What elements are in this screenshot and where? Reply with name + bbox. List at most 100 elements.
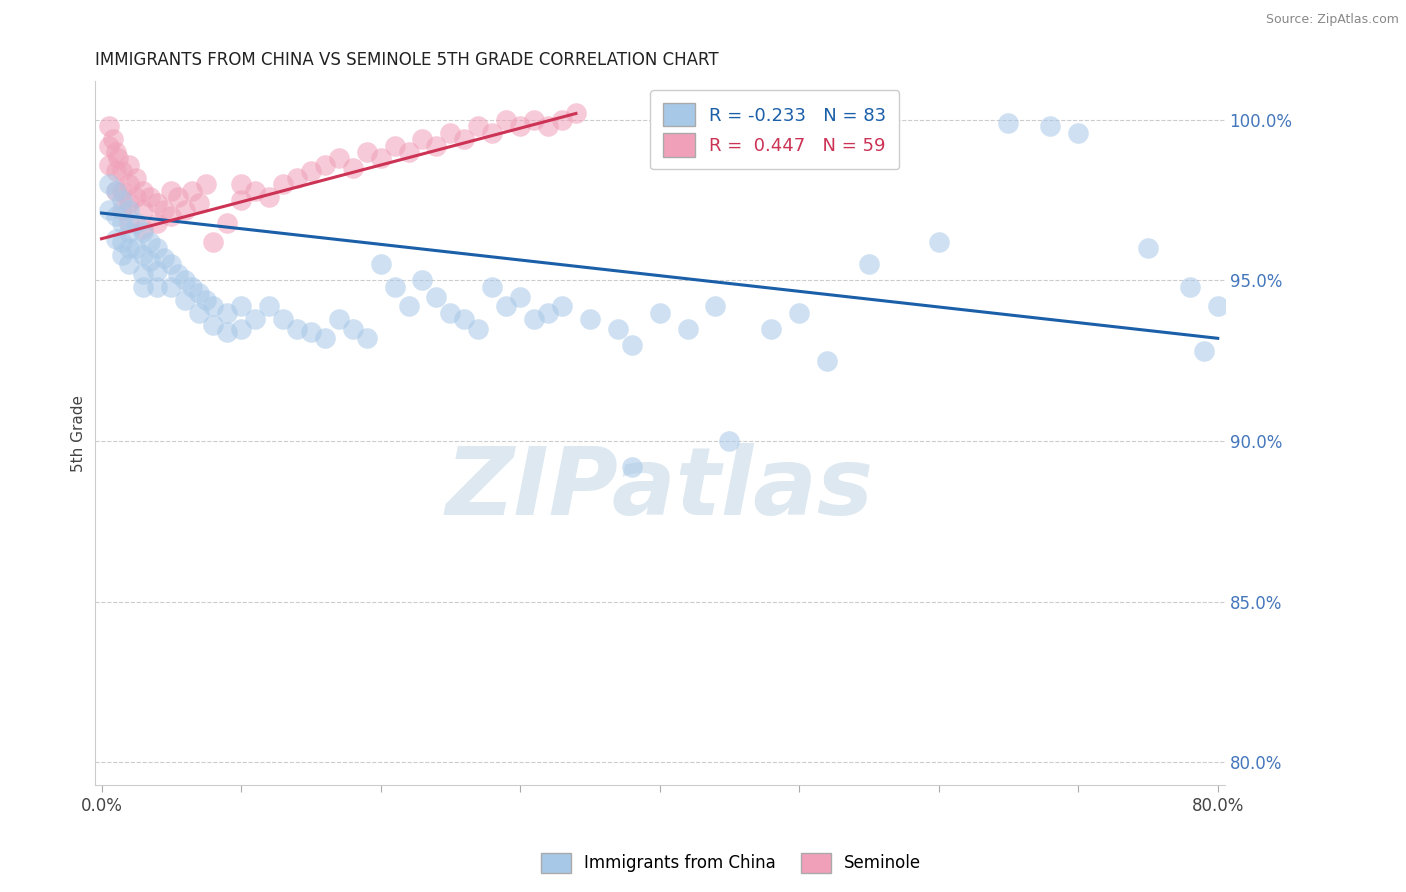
Text: ZIPatlas: ZIPatlas bbox=[446, 443, 873, 535]
Legend: Immigrants from China, Seminole: Immigrants from China, Seminole bbox=[534, 847, 928, 880]
Point bbox=[285, 170, 308, 185]
Point bbox=[481, 280, 503, 294]
Point bbox=[160, 280, 183, 294]
Point bbox=[1178, 280, 1201, 294]
Point bbox=[160, 184, 183, 198]
Point bbox=[132, 280, 155, 294]
Point bbox=[676, 321, 699, 335]
Point bbox=[104, 209, 127, 223]
Point bbox=[125, 216, 148, 230]
Point bbox=[125, 170, 148, 185]
Point bbox=[146, 264, 169, 278]
Point bbox=[328, 312, 350, 326]
Point bbox=[815, 353, 838, 368]
Point bbox=[97, 177, 120, 191]
Point bbox=[606, 321, 628, 335]
Legend: R = -0.233   N = 83, R =  0.447   N = 59: R = -0.233 N = 83, R = 0.447 N = 59 bbox=[650, 90, 900, 169]
Point bbox=[132, 184, 155, 198]
Point bbox=[217, 305, 239, 319]
Point bbox=[761, 321, 783, 335]
Point bbox=[188, 196, 211, 211]
Point bbox=[160, 257, 183, 271]
Point bbox=[202, 318, 225, 333]
Point bbox=[118, 202, 141, 217]
Point bbox=[107, 152, 129, 166]
Point bbox=[118, 257, 141, 271]
Point bbox=[411, 132, 433, 146]
Point bbox=[425, 138, 447, 153]
Point bbox=[1039, 120, 1062, 134]
Point bbox=[97, 158, 120, 172]
Point bbox=[188, 305, 211, 319]
Point bbox=[118, 158, 141, 172]
Point bbox=[356, 145, 378, 159]
Point bbox=[104, 164, 127, 178]
Point bbox=[620, 337, 643, 351]
Point bbox=[132, 222, 155, 236]
Point bbox=[153, 251, 176, 265]
Point bbox=[132, 202, 155, 217]
Point bbox=[181, 280, 204, 294]
Point bbox=[495, 112, 517, 127]
Point bbox=[537, 305, 560, 319]
Point bbox=[467, 120, 489, 134]
Point bbox=[104, 184, 127, 198]
Point bbox=[229, 177, 252, 191]
Point bbox=[139, 235, 162, 249]
Point bbox=[132, 225, 155, 239]
Point bbox=[858, 257, 880, 271]
Point bbox=[718, 434, 741, 448]
Point bbox=[299, 325, 322, 339]
Point bbox=[453, 312, 475, 326]
Point bbox=[217, 325, 239, 339]
Point bbox=[195, 293, 218, 307]
Point bbox=[153, 202, 176, 217]
Point bbox=[118, 177, 141, 191]
Point bbox=[195, 177, 218, 191]
Point bbox=[217, 216, 239, 230]
Point bbox=[551, 299, 574, 313]
Point bbox=[118, 225, 141, 239]
Point bbox=[202, 299, 225, 313]
Point bbox=[101, 132, 124, 146]
Point bbox=[398, 299, 420, 313]
Point bbox=[174, 202, 197, 217]
Point bbox=[509, 120, 531, 134]
Point bbox=[537, 120, 560, 134]
Point bbox=[523, 112, 546, 127]
Point bbox=[104, 145, 127, 159]
Point bbox=[551, 112, 574, 127]
Point bbox=[146, 241, 169, 255]
Point bbox=[139, 190, 162, 204]
Point bbox=[243, 312, 266, 326]
Point bbox=[370, 257, 392, 271]
Point bbox=[356, 331, 378, 345]
Point bbox=[620, 459, 643, 474]
Point bbox=[523, 312, 546, 326]
Point bbox=[118, 196, 141, 211]
Point bbox=[125, 241, 148, 255]
Point bbox=[1067, 126, 1090, 140]
Point bbox=[787, 305, 810, 319]
Point bbox=[384, 138, 406, 153]
Point bbox=[411, 273, 433, 287]
Point bbox=[648, 305, 671, 319]
Point bbox=[997, 116, 1019, 130]
Point bbox=[467, 321, 489, 335]
Point bbox=[425, 289, 447, 303]
Point bbox=[314, 158, 336, 172]
Point bbox=[314, 331, 336, 345]
Point bbox=[111, 202, 134, 217]
Point bbox=[229, 299, 252, 313]
Text: Source: ZipAtlas.com: Source: ZipAtlas.com bbox=[1265, 13, 1399, 27]
Point bbox=[704, 299, 727, 313]
Point bbox=[181, 184, 204, 198]
Point bbox=[146, 216, 169, 230]
Point bbox=[111, 193, 134, 207]
Point bbox=[342, 161, 364, 175]
Point bbox=[271, 312, 294, 326]
Point bbox=[1192, 344, 1215, 359]
Point bbox=[229, 321, 252, 335]
Point bbox=[167, 267, 190, 281]
Point bbox=[328, 152, 350, 166]
